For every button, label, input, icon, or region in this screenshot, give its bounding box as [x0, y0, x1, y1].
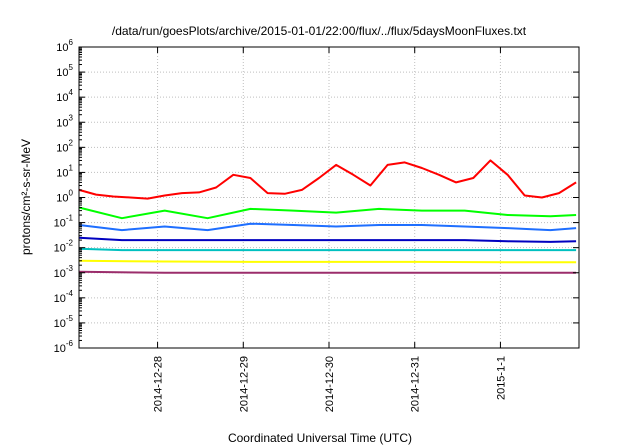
y-axis-label: protons/cm²-s-sr-MeV	[19, 139, 33, 255]
chart-title: /data/run/goesPlots/archive/2015-01-01/2…	[112, 24, 527, 38]
y-axis-label-text: protons/cm²-s-sr-MeV	[19, 139, 33, 255]
x-tick-label: 2014-12-28	[153, 356, 165, 412]
series-line-3	[78, 222, 577, 232]
series-layer	[78, 159, 577, 274]
series-line-6	[78, 259, 577, 264]
series-line-5	[78, 247, 577, 252]
y-tick-label: 100	[56, 189, 73, 205]
x-tick-label: 2015-1-1	[495, 356, 507, 400]
x-tick-label: 2014-12-30	[324, 356, 336, 412]
x-axis-label: Coordinated Universal Time (UTC)	[228, 431, 412, 445]
x-tick-label: 2014-12-31	[410, 356, 422, 412]
y-tick-label: 10-3	[54, 264, 74, 280]
y-tick-label: 105	[56, 63, 73, 79]
y-tick-label: 10-6	[54, 339, 74, 355]
series-line-7	[78, 270, 577, 274]
y-tick-label: 101	[56, 163, 73, 179]
y-axis: 106 105 104 103 102 101 100 10-1 10-2 10-3 10-4 10-…	[54, 38, 579, 355]
y-tick-label: 106	[56, 38, 73, 54]
y-tick-label: 10-2	[54, 239, 74, 255]
x-axis: 2014-12-28 2014-12-29 2014-12-30 2014-12-31…	[153, 47, 507, 412]
x-tick-label: 2014-12-29	[238, 356, 250, 412]
series-line-2	[78, 206, 577, 220]
y-tick-label: 10-4	[54, 289, 74, 305]
y-tick-label: 102	[56, 138, 73, 154]
y-tick-label: 104	[56, 88, 73, 104]
series-line-4	[78, 236, 577, 243]
y-tick-label: 10-5	[54, 314, 74, 330]
y-tick-label: 103	[56, 113, 73, 129]
series-line-1	[78, 159, 577, 200]
y-tick-label: 10-1	[54, 214, 74, 230]
